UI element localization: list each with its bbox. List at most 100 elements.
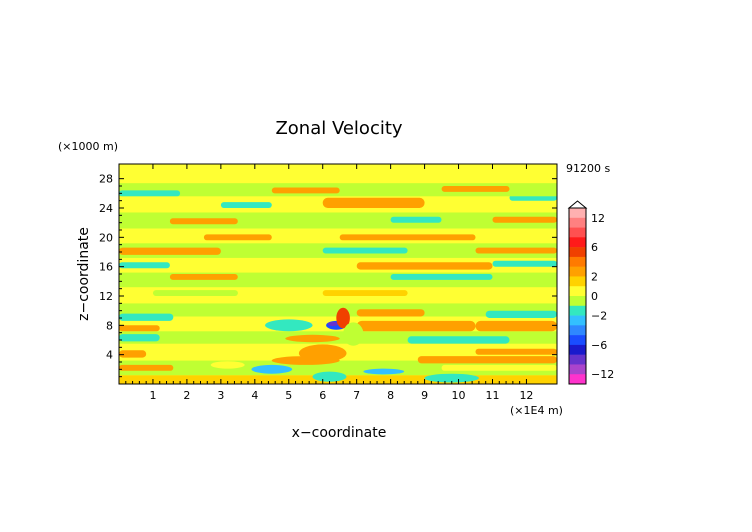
x-tick-label: 3: [217, 389, 224, 402]
x-tick-label: 5: [285, 389, 292, 402]
field-band-10: [407, 336, 510, 344]
colorbar-swatch: [569, 256, 586, 267]
x-tick-label: 2: [183, 389, 190, 402]
colorbar-swatch: [569, 227, 586, 238]
x-tick-label: 10: [452, 389, 466, 402]
time-label: 91200 s: [566, 162, 610, 175]
field-patch-8: [363, 368, 405, 375]
field-band-26: [119, 262, 170, 269]
field-band-6: [417, 356, 557, 364]
y-tick-label: 8: [106, 319, 113, 332]
field-band-17: [485, 310, 557, 318]
colorbar-swatch: [569, 237, 586, 248]
field-band-7: [475, 348, 557, 355]
x-tick-label: 6: [319, 389, 326, 402]
field-band-37: [169, 218, 238, 225]
field-band-5: [119, 350, 147, 358]
colorbar-swatch: [569, 364, 586, 375]
field-band-38: [390, 216, 442, 223]
field-patch-3: [265, 319, 313, 332]
colorbar-swatch: [569, 276, 586, 287]
colorbar-swatch: [569, 374, 586, 385]
colorbar-label: 12: [591, 212, 605, 225]
field-band-32: [475, 247, 557, 254]
field-patch-11: [285, 334, 340, 343]
field-band-48: [119, 164, 557, 184]
colorbar-label: −6: [591, 339, 607, 352]
y-tick-label: 24: [99, 202, 113, 215]
colorbar: 12 6 2 0 −2 −6 −12: [567, 200, 614, 385]
colorbar-swatch: [569, 296, 586, 307]
colorbar-swatch: [569, 335, 586, 346]
colorbar-label: 6: [591, 241, 598, 254]
field-band-31: [322, 247, 408, 254]
field-band-45: [119, 190, 181, 197]
field-band-12: [356, 320, 476, 332]
field-band-34: [203, 234, 272, 241]
y-unit-label: (×1000 m): [58, 140, 118, 153]
y-tick-label: 28: [99, 173, 113, 186]
heatmap-field: [119, 164, 557, 384]
colorbar-swatch: [569, 315, 586, 326]
x-unit-label: (×1E4 m): [510, 404, 563, 417]
colorbar-swatch: [569, 325, 586, 336]
y-tick-label: 20: [99, 231, 113, 244]
field-band-47: [441, 186, 510, 192]
field-band-28: [492, 260, 557, 267]
x-tick-label: 7: [353, 389, 360, 402]
field-band-3: [441, 364, 557, 371]
colorbar-label: 2: [591, 270, 598, 283]
y-axis: 4 8 12 16 20 24 28: [99, 173, 557, 378]
field-band-23: [169, 274, 238, 280]
field-band-9: [119, 334, 160, 342]
x-tick-label: 12: [519, 389, 533, 402]
colorbar-swatch: [569, 266, 586, 277]
colorbar-swatch: [569, 208, 586, 219]
field-patch-10: [210, 361, 245, 369]
field-band-15: [119, 313, 174, 321]
field-patch-7: [312, 371, 347, 382]
field-band-36: [119, 212, 557, 229]
field-band-2: [119, 364, 174, 371]
x-tick-label: 8: [387, 389, 394, 402]
field-patch-2: [336, 307, 350, 329]
x-tick-label: 11: [485, 389, 499, 402]
colorbar-swatch: [569, 354, 586, 365]
field-band-35: [339, 234, 476, 241]
field-patch-1: [327, 321, 338, 327]
field-patch-12: [343, 322, 364, 346]
field-patch-6: [251, 364, 293, 374]
x-axis-label: x−coordinate: [292, 425, 387, 441]
y-tick-label: 16: [99, 261, 113, 274]
colorbar-swatch: [569, 286, 586, 297]
field-band-41: [220, 202, 272, 208]
field-band-33: [119, 228, 557, 244]
colorbar-label: 0: [591, 290, 598, 303]
colorbar-swatch: [569, 305, 586, 316]
colorbar-swatch: [569, 217, 586, 228]
field-band-24: [390, 274, 493, 280]
colorbar-label: −2: [591, 310, 607, 323]
field-band-30: [119, 247, 221, 255]
field-band-20: [153, 290, 238, 296]
colorbar-frame: [568, 207, 587, 385]
field-band-42: [322, 197, 425, 208]
x-tick-label: 4: [251, 389, 258, 402]
field-band-39: [492, 216, 557, 223]
field-band-21: [322, 290, 408, 296]
field-band-16: [119, 325, 160, 332]
field-patch-5: [271, 356, 340, 365]
field-patch-9: [424, 373, 479, 383]
field-band-27: [356, 262, 493, 270]
colorbar-swatch: [569, 247, 586, 258]
y-tick-label: 12: [99, 290, 113, 303]
x-axis: 1 2 3 4 5 6 7 8 9 10 11 12: [125, 164, 533, 402]
colorbar-label: −12: [591, 368, 614, 381]
colorbar-swatch: [569, 344, 586, 355]
field-band-13: [475, 320, 557, 332]
x-tick-label: 1: [149, 389, 156, 402]
y-axis-label: z−coordinate: [76, 227, 92, 321]
field-band-14: [119, 303, 557, 317]
field-band-46: [271, 187, 340, 194]
